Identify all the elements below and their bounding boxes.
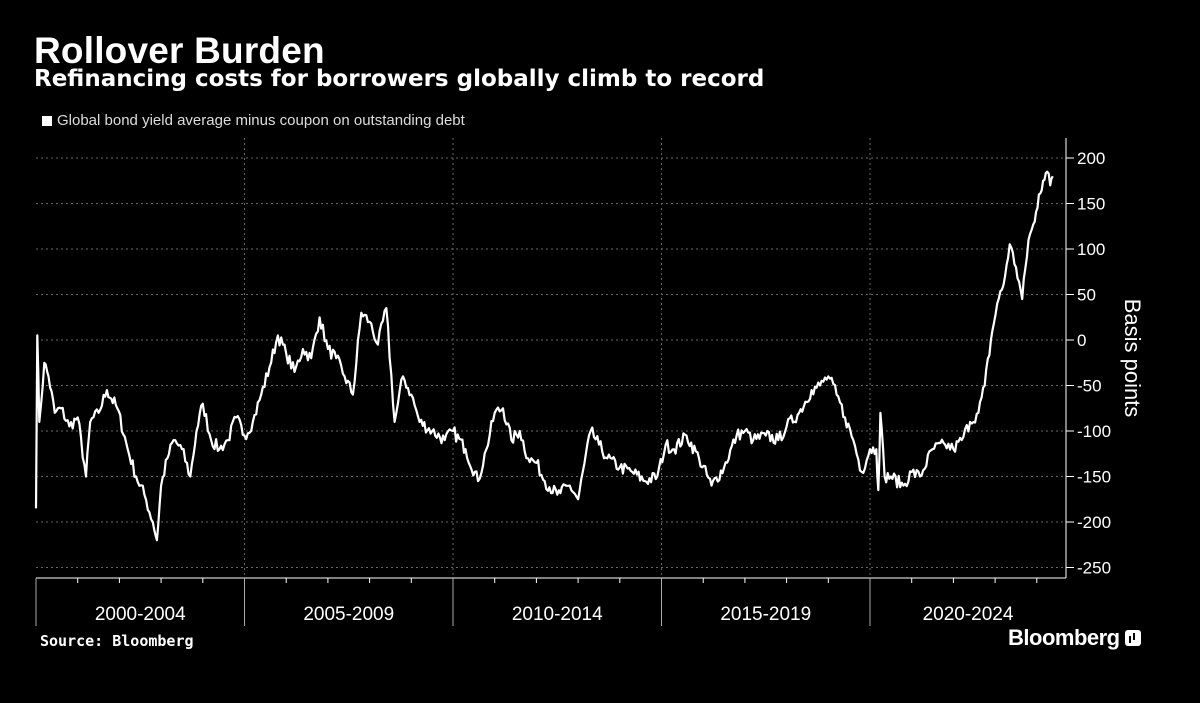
bar-chart-icon [1124,630,1141,646]
y-tick-label: -250 [1077,559,1111,578]
y-tick-label: 150 [1077,195,1105,214]
y-axis-label: Basis points [1120,299,1145,418]
y-tick-label: -200 [1077,513,1111,532]
y-tick-label: -50 [1077,377,1102,396]
grid-lines [36,138,1066,578]
legend-label: Global bond yield average minus coupon o… [57,112,465,129]
source-note: Source: Bloomberg [40,632,194,650]
y-tick-label: -150 [1077,468,1111,487]
series-group [34,170,1054,542]
legend-swatch [42,115,52,126]
x-tick-label: 2015-2019 [720,604,811,625]
y-tick-label: 0 [1077,331,1086,350]
x-tick-label: 2005-2009 [303,604,394,625]
axes: 200 150 100 50 0 -50 -100 -150 -200 -250 2000-2004… [35,138,1111,626]
legend: Global bond yield average minus coupon o… [42,112,465,129]
x-tick-label: 2010-2014 [512,604,603,625]
chart-title: Rollover Burden [34,30,325,71]
y-tick-label: -100 [1077,422,1111,441]
x-tick-label: 2000-2004 [95,604,186,625]
brand-logo: Bloomberg [1008,625,1141,651]
series-line [34,170,1054,542]
y-tick-label: 50 [1077,286,1096,305]
x-tick-label: 2020-2024 [923,604,1014,625]
chart-subtitle: Refinancing costs for borrowers globally… [34,66,765,92]
brand-name: Bloomberg [1008,625,1120,650]
y-tick-label: 100 [1077,240,1105,259]
y-tick-label: 200 [1077,149,1105,168]
